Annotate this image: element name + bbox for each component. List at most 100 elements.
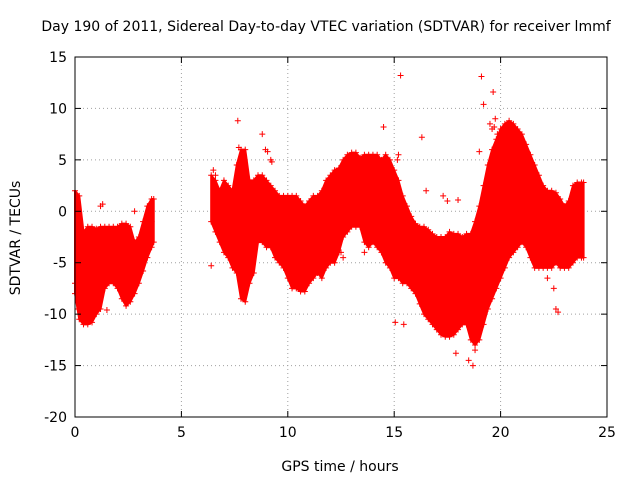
data-point: [550, 285, 557, 292]
data-point: [425, 316, 432, 323]
data-point: [580, 179, 587, 186]
data-point: [268, 158, 275, 165]
data-point: [467, 230, 474, 237]
data-point: [433, 326, 440, 333]
data-point: [306, 198, 313, 204]
chart-title: Day 190 of 2011, Sidereal Day-to-day VTE…: [41, 19, 611, 35]
data-point: [301, 288, 308, 295]
data-point: [506, 254, 513, 261]
data-point: [344, 228, 351, 235]
x-tick-label: 0: [71, 425, 80, 441]
data-point: [552, 189, 559, 196]
data-point: [297, 198, 304, 204]
y-axis-label: SDTVAR / TECUs: [8, 181, 24, 296]
y-tick-label: 5: [58, 153, 67, 169]
data-point: [476, 203, 483, 210]
data-point: [420, 223, 427, 230]
data-point: [293, 192, 300, 199]
data-point: [510, 249, 517, 256]
data-point: [97, 306, 104, 312]
data-point: [472, 342, 479, 348]
data-point: [310, 275, 317, 282]
data-point: [429, 230, 436, 237]
data-point: [463, 321, 470, 328]
data-point: [210, 167, 217, 174]
data-point: [225, 182, 232, 189]
data-point: [518, 239, 525, 246]
data-point: [386, 259, 393, 266]
data-point: [284, 275, 291, 282]
data-point: [408, 213, 415, 220]
data-point: [416, 300, 423, 307]
data-point: [263, 177, 270, 184]
data-point: [484, 306, 491, 312]
data-point: [246, 280, 253, 287]
data-point: [455, 326, 462, 333]
data-point: [480, 101, 487, 108]
data-point: [233, 162, 240, 168]
data-point: [514, 126, 521, 132]
data-point: [459, 234, 466, 240]
data-point: [250, 270, 257, 276]
data-point: [301, 203, 308, 210]
data-point: [561, 203, 568, 210]
data-point: [569, 182, 576, 189]
data-point: [548, 264, 555, 271]
data-point: [476, 336, 483, 343]
data-point: [365, 244, 372, 251]
data-point: [101, 285, 108, 292]
data-point: [276, 259, 283, 266]
data-point: [150, 239, 157, 246]
data-point: [429, 321, 436, 328]
data-point: [374, 151, 381, 158]
data-point: [497, 275, 504, 282]
outlier-points: [72, 72, 562, 369]
data-point: [242, 298, 249, 305]
data-point: [400, 321, 407, 328]
data-point: [472, 347, 479, 354]
data-point: [140, 218, 147, 225]
data-point: [493, 285, 500, 292]
data-point: [446, 333, 453, 340]
data-point: [386, 156, 393, 163]
data-point: [510, 120, 517, 127]
data-point: [544, 275, 551, 282]
data-point: [306, 280, 313, 287]
data-point: [518, 131, 525, 138]
data-point: [450, 331, 457, 338]
tick-labels: 0 5 10 15 20 25 -20 -15 -10 -5 0 5 10 15: [44, 50, 616, 441]
data-point: [418, 134, 425, 141]
data-point: [314, 192, 321, 199]
data-point: [267, 244, 274, 251]
data-point: [361, 249, 368, 256]
data-point: [394, 156, 401, 163]
data-point: [378, 156, 385, 163]
data-point: [412, 290, 419, 297]
data-point: [514, 244, 521, 251]
data-point: [218, 239, 225, 246]
y-tick-label: -15: [44, 359, 67, 375]
data-point: [552, 306, 559, 312]
data-point: [235, 144, 242, 151]
data-point: [398, 254, 405, 261]
data-point: [323, 177, 330, 184]
data-point: [344, 151, 351, 158]
data-point: [412, 220, 419, 227]
data-point: [131, 208, 138, 215]
data-point: [444, 198, 451, 204]
data-point: [357, 154, 364, 161]
data-point: [438, 331, 445, 338]
data-point: [229, 264, 236, 271]
data-point: [494, 131, 501, 138]
data-point: [446, 228, 453, 235]
data-point: [569, 259, 576, 266]
data-point: [425, 226, 432, 233]
data-point: [527, 151, 534, 158]
data-point: [399, 192, 406, 199]
x-tick-label: 25: [598, 425, 616, 441]
x-axis-label: GPS time / hours: [281, 459, 398, 475]
data-point: [469, 362, 476, 369]
data-point: [144, 203, 151, 210]
data-point: [552, 259, 559, 266]
